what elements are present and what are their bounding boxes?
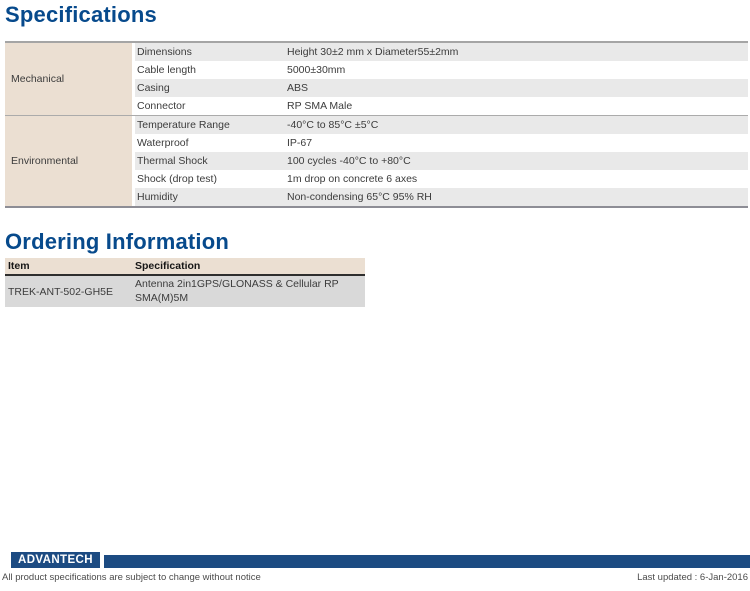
advantech-logo: ADVANTECH xyxy=(11,552,100,568)
spec-label: Temperature Range xyxy=(137,119,230,131)
table-row: Humidity Non-condensing 65°C 95% RH xyxy=(135,188,748,206)
disclaimer-text: All product specifications are subject t… xyxy=(2,572,261,583)
table-row: Waterproof IP-67 xyxy=(135,134,748,152)
table-row: Dimensions Height 30±2 mm x Diameter55±2… xyxy=(135,43,748,61)
page-footer: ADVANTECH All product specifications are… xyxy=(0,552,750,583)
spec-label: Humidity xyxy=(137,191,178,203)
table-row: Thermal Shock 100 cycles -40°C to +80°C xyxy=(135,152,748,170)
ordering-table: Item Specification TREK-ANT-502-GH5E Ant… xyxy=(5,258,365,307)
item-cell: TREK-ANT-502-GH5E xyxy=(8,285,114,298)
ordering-information-title: Ordering Information xyxy=(5,229,229,254)
specification-cell: Antenna 2in1GPS/GLONASS & Cellular RP SM… xyxy=(135,278,339,304)
table-row: TREK-ANT-502-GH5E Antenna 2in1GPS/GLONAS… xyxy=(5,276,365,307)
spec-value: -40°C to 85°C ±5°C xyxy=(287,119,379,131)
table-row: Temperature Range -40°C to 85°C ±5°C xyxy=(135,116,748,134)
column-header-item: Item xyxy=(8,260,30,272)
table-row: Connector RP SMA Male xyxy=(135,97,748,115)
spec-value: Non-condensing 65°C 95% RH xyxy=(287,191,432,203)
category-cell-environmental: Environmental xyxy=(5,116,132,206)
spec-value: 5000±30mm xyxy=(287,64,346,76)
spec-rows-mechanical: Dimensions Height 30±2 mm x Diameter55±2… xyxy=(135,43,748,115)
section-divider xyxy=(5,115,748,116)
spec-section-mechanical: Mechanical Dimensions Height 30±2 mm x D… xyxy=(5,43,748,115)
spec-value: ABS xyxy=(287,82,309,94)
spec-value: 1m drop on concrete 6 axes xyxy=(287,173,418,185)
spec-value: IP-67 xyxy=(287,137,313,149)
spec-label: Waterproof xyxy=(137,137,189,149)
spec-value: Height 30±2 mm x Diameter55±2mm xyxy=(287,46,459,58)
specifications-table: Mechanical Dimensions Height 30±2 mm x D… xyxy=(5,41,748,208)
table-row: Casing ABS xyxy=(135,79,748,97)
brand-bar xyxy=(103,555,750,568)
last-updated-text: Last updated : 6-Jan-2016 xyxy=(637,572,748,583)
spec-label: Shock (drop test) xyxy=(137,173,217,185)
ordering-header-row: Item Specification xyxy=(5,258,365,276)
brand-bar-row: ADVANTECH xyxy=(11,552,750,568)
spec-value: 100 cycles -40°C to +80°C xyxy=(287,155,411,167)
footer-text-row: All product specifications are subject t… xyxy=(2,572,748,583)
specifications-title: Specifications xyxy=(5,2,157,27)
spec-label: Cable length xyxy=(137,64,196,76)
spec-label: Connector xyxy=(137,100,186,112)
spec-label: Dimensions xyxy=(137,46,192,58)
spec-rows-environmental: Temperature Range -40°C to 85°C ±5°C Wat… xyxy=(135,116,748,206)
category-cell-mechanical: Mechanical xyxy=(5,43,132,115)
spec-label: Casing xyxy=(137,82,170,94)
table-row: Cable length 5000±30mm xyxy=(135,61,748,79)
spec-label: Thermal Shock xyxy=(137,155,208,167)
table-row: Shock (drop test) 1m drop on concrete 6 … xyxy=(135,170,748,188)
spec-section-environmental: Environmental Temperature Range -40°C to… xyxy=(5,116,748,206)
column-header-specification: Specification xyxy=(135,260,201,272)
spec-value: RP SMA Male xyxy=(287,100,353,112)
